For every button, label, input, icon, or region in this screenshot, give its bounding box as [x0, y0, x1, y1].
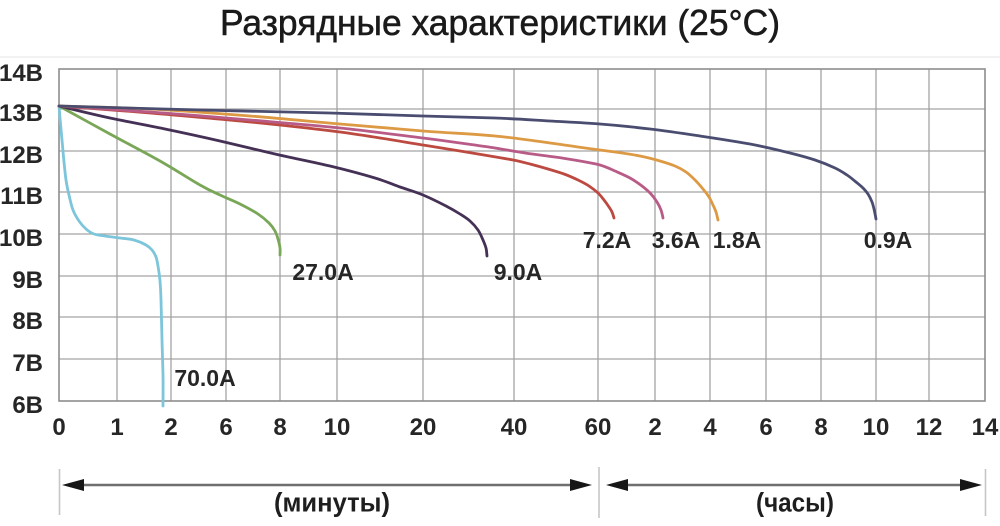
svg-text:(минуты): (минуты): [274, 488, 390, 518]
svg-text:13В: 13В: [0, 100, 43, 127]
svg-text:14: 14: [972, 414, 999, 441]
svg-text:12: 12: [916, 414, 943, 441]
svg-text:1: 1: [110, 414, 123, 441]
svg-text:8: 8: [814, 414, 827, 441]
svg-text:0.9A: 0.9A: [864, 227, 913, 253]
svg-text:9В: 9В: [12, 267, 43, 294]
svg-text:14В: 14В: [0, 60, 43, 87]
svg-text:40: 40: [501, 414, 528, 441]
svg-text:2: 2: [164, 414, 177, 441]
svg-text:6: 6: [219, 414, 232, 441]
svg-text:3.6A: 3.6A: [652, 227, 701, 253]
svg-text:70.0A: 70.0A: [174, 365, 235, 391]
svg-text:60: 60: [585, 414, 612, 441]
svg-text:11В: 11В: [0, 183, 43, 210]
svg-text:1.8A: 1.8A: [713, 227, 762, 253]
svg-text:10: 10: [863, 414, 890, 441]
svg-text:6: 6: [759, 414, 772, 441]
svg-text:7.2A: 7.2A: [583, 227, 632, 253]
svg-text:8В: 8В: [12, 308, 43, 335]
svg-text:7В: 7В: [12, 350, 43, 377]
svg-text:(часы): (часы): [756, 488, 834, 518]
svg-text:4: 4: [703, 414, 717, 441]
svg-text:8: 8: [273, 414, 286, 441]
svg-text:10В: 10В: [0, 225, 43, 252]
svg-text:20: 20: [410, 414, 437, 441]
svg-text:9.0A: 9.0A: [494, 259, 543, 285]
svg-text:Разрядные характеристики (25°C: Разрядные характеристики (25°C): [220, 2, 780, 43]
svg-text:2: 2: [648, 414, 661, 441]
svg-text:6В: 6В: [12, 392, 43, 419]
svg-text:12В: 12В: [0, 142, 43, 169]
svg-text:10: 10: [324, 414, 351, 441]
svg-text:27.0A: 27.0A: [292, 259, 353, 285]
svg-text:0: 0: [52, 414, 65, 441]
